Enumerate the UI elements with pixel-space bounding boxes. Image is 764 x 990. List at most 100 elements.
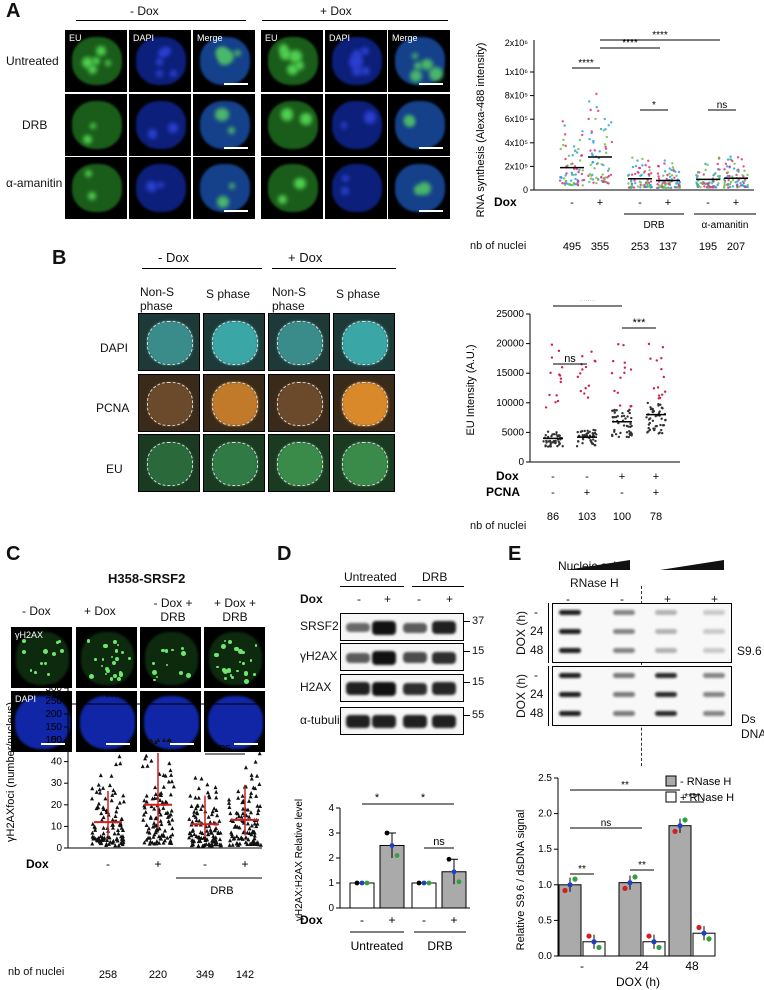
data-point — [94, 789, 99, 794]
data-point — [577, 147, 580, 151]
nb-value: 349 — [196, 969, 214, 980]
data-point — [158, 818, 163, 823]
data-point — [247, 826, 252, 831]
data-point — [625, 431, 629, 434]
data-point — [249, 790, 254, 795]
axis-line — [548, 603, 549, 663]
data-point — [726, 171, 730, 174]
data-point — [661, 424, 665, 427]
data-point — [583, 429, 586, 433]
data-point — [610, 140, 614, 144]
data-point — [158, 812, 163, 817]
nucleus-signal — [87, 64, 98, 75]
significance-label: ** — [621, 780, 629, 791]
data-point — [148, 815, 153, 820]
data-point — [638, 166, 642, 170]
data-point — [647, 342, 651, 346]
data-point — [611, 359, 615, 363]
micrograph-c-gh2ax — [204, 627, 265, 688]
data-point — [591, 178, 595, 181]
scale-bar — [224, 147, 248, 149]
data-point — [629, 422, 632, 426]
data-point — [189, 803, 194, 808]
focus-dot — [241, 650, 245, 654]
significance-label: ** — [206, 692, 215, 704]
data-point — [102, 835, 107, 840]
data-point — [628, 433, 632, 437]
data-point — [208, 819, 213, 824]
data-point — [629, 185, 632, 188]
data-point — [695, 182, 698, 185]
dox-sign: - — [422, 913, 426, 927]
data-point — [161, 805, 166, 810]
data-point — [95, 805, 100, 810]
data-point — [115, 805, 120, 810]
data-point — [163, 828, 168, 833]
data-point — [557, 349, 561, 353]
data-point — [246, 837, 251, 842]
data-point — [697, 184, 701, 188]
data-point — [613, 411, 616, 414]
data-point — [564, 144, 567, 148]
y-tick-label: 4 — [328, 803, 334, 814]
focus-dot — [161, 648, 165, 653]
data-point — [701, 181, 704, 184]
data-point — [711, 186, 715, 189]
data-point — [98, 773, 103, 778]
data-point — [257, 781, 262, 786]
data-point — [623, 371, 626, 375]
data-point — [574, 177, 577, 181]
data-point — [167, 821, 172, 826]
data-point — [589, 438, 592, 442]
nucleus-outline — [212, 382, 258, 426]
data-point — [215, 813, 220, 818]
data-point — [601, 180, 605, 184]
data-point — [121, 839, 126, 844]
data-point — [638, 180, 642, 183]
dox-sign: + — [619, 471, 625, 483]
data-point — [575, 445, 579, 448]
b-row-pcna: PCNA — [96, 401, 130, 415]
data-point — [731, 185, 735, 188]
data-point — [604, 147, 608, 150]
channel-label: γH2AX — [15, 630, 44, 640]
nucleus-signal — [229, 182, 236, 189]
blot-label: H2AX — [300, 680, 332, 694]
focus-dot — [221, 643, 227, 649]
micrograph-a: EU — [261, 30, 323, 92]
focus-dot — [42, 649, 48, 654]
data-point — [668, 175, 672, 178]
data-point — [741, 174, 744, 177]
data-point — [236, 814, 241, 819]
data-point — [619, 376, 622, 379]
blot-band — [403, 682, 427, 695]
data-point — [101, 831, 106, 836]
data-point — [237, 841, 242, 846]
focus-dot — [47, 673, 51, 677]
y-tick-label: 2x10⁵ — [505, 161, 529, 171]
data-point — [659, 403, 662, 406]
data-point — [628, 430, 631, 433]
data-point — [147, 835, 152, 840]
data-point — [155, 828, 160, 833]
data-point — [739, 181, 742, 185]
data-point — [239, 835, 244, 840]
data-point — [729, 180, 733, 184]
data-point — [609, 173, 613, 177]
data-point — [602, 163, 605, 167]
data-point — [581, 355, 584, 358]
data-point — [741, 183, 744, 187]
data-point — [670, 174, 674, 177]
molecular-weight: 55 — [472, 709, 485, 721]
significance-label: * — [375, 792, 380, 804]
data-point — [248, 841, 253, 846]
dox-sign: - — [638, 197, 642, 209]
focus-dot — [237, 648, 243, 654]
data-point — [673, 185, 677, 189]
data-point — [737, 178, 740, 181]
dot-blot-band — [559, 711, 581, 716]
y-tick-label: 200 — [45, 709, 62, 720]
data-point — [717, 157, 721, 160]
data-point — [228, 811, 233, 816]
data-point — [249, 772, 254, 777]
